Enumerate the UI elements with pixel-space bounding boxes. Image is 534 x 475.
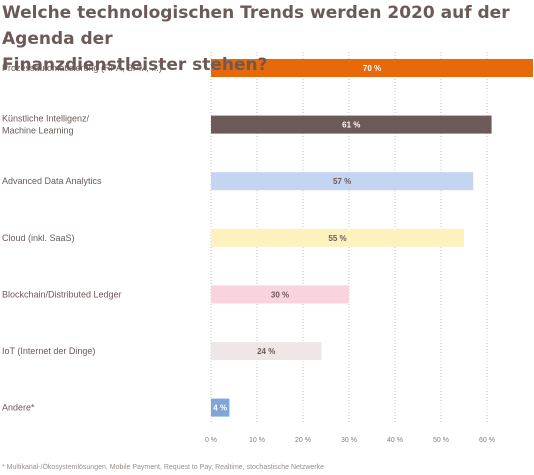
- category-label: Machine Learning: [2, 126, 74, 136]
- chart-title-line-2: Finanzdienstleister stehen?: [2, 55, 268, 75]
- bar: [211, 172, 474, 191]
- category-label: Andere*: [2, 403, 35, 413]
- data-label: 24 %: [257, 347, 275, 356]
- data-label: 30 %: [271, 290, 289, 299]
- category-label: Prozessautomatisierung (RPA, BPM, ...): [2, 63, 162, 73]
- x-tick-label: 10 %: [249, 437, 265, 444]
- data-label: 55 %: [328, 234, 346, 243]
- chart-title-line-1: Welche technologischen Trends werden 202…: [2, 3, 510, 49]
- data-label: 70 %: [363, 64, 381, 73]
- bar: [211, 342, 322, 360]
- x-tick-label: 40 %: [387, 437, 403, 444]
- x-tick-label: 0 %: [205, 437, 217, 444]
- category-label: Advanced Data Analytics: [2, 176, 102, 186]
- bar: [211, 228, 464, 247]
- data-label: 57 %: [333, 177, 351, 186]
- bar: [211, 285, 349, 304]
- x-tick-label: 50 %: [433, 437, 449, 444]
- category-label: Künstliche Intelligenz/: [2, 114, 90, 124]
- x-tick-label: 20 %: [295, 437, 311, 444]
- category-label: Blockchain/Distributed Ledger: [2, 289, 122, 299]
- chart-title: Welche technologischen Trends werden 202…: [2, 0, 532, 78]
- category-label: IoT (Internet der Dinge): [2, 346, 95, 356]
- category-label: Cloud (inkl. SaaS): [2, 233, 75, 243]
- bar: [211, 59, 533, 77]
- bar: [211, 398, 230, 417]
- data-label: 61 %: [342, 121, 360, 130]
- data-label: 4 %: [213, 404, 227, 413]
- x-tick-label: 60 %: [479, 437, 495, 444]
- footnote: * Multikanal-/Ökosystemlösungen, Mobile …: [2, 464, 325, 471]
- bar: [211, 115, 492, 134]
- x-tick-label: 30 %: [341, 437, 357, 444]
